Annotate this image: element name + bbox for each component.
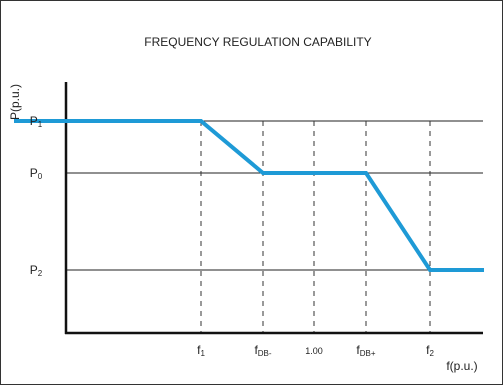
regulation-curve [14,119,484,272]
y-label-main: P [30,114,38,128]
y-label-main: P [30,166,38,180]
x-label-sub: 1 [200,349,205,358]
x-labels: f1 fDB- 1.00 fDB+ f2 [197,343,434,358]
x-label: fDB+ [356,343,375,358]
y-label-sub: 0 [38,172,43,181]
x-label-main: 1.00 [305,346,323,356]
x-label-main: f [426,343,430,357]
x-label: f1 [197,343,205,358]
y-label-main: P [30,263,38,277]
x-axis-label: f(p.u.) [446,359,477,373]
x-label-main: f [197,343,201,357]
x-label: fDB- [254,343,271,358]
y-axis-label: P(p.u.) [8,84,22,120]
x-label-main: f [254,343,258,357]
y-label-sub: 1 [38,120,43,129]
x-label-main: f [356,343,360,357]
x-label: f2 [426,343,434,358]
y-label-sub: 2 [38,269,43,278]
y-label: P2 [30,263,43,278]
x-label-sub: 2 [429,349,434,358]
x-label: 1.00 [305,346,323,356]
y-label: P0 [30,166,43,181]
y-label: P1 [30,114,43,129]
x-label-sub: DB- [258,349,272,358]
title: FREQUENCY REGULATION CAPABILITY [144,35,371,49]
x-label-sub: DB+ [360,349,376,358]
